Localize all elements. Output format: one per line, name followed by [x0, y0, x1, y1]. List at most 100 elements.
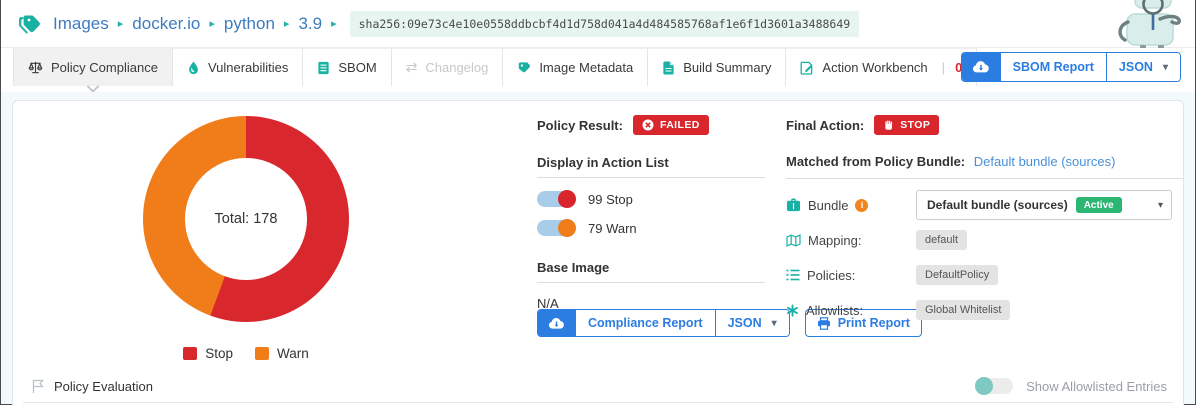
tab-action-workbench[interactable]: Action Workbench | 0	[786, 48, 978, 86]
breadcrumb-separator: ▸	[283, 18, 290, 30]
warn-swatch	[255, 347, 269, 360]
header-report-actions: SBOM Report JSON ▾	[960, 52, 1181, 82]
policies-row: Policies: DefaultPolicy	[786, 264, 1183, 286]
donut-ring: Total: 178	[143, 116, 349, 322]
breadcrumb-separator: ▸	[117, 18, 124, 30]
map-icon	[786, 233, 801, 247]
policy-evaluation-header: Policy Evaluation Show Allowlisted Entri…	[31, 377, 1167, 395]
report-buttons-row: Compliance Report JSON ▾ Print Report	[537, 309, 922, 337]
stop-toggle[interactable]	[537, 190, 576, 208]
content-area: Total: 178 Stop Warn Policy Result: FAIL	[1, 92, 1195, 405]
circle-x-icon	[642, 119, 654, 131]
chevron-down-icon: ▾	[1157, 199, 1163, 211]
breadcrumb-images[interactable]: Images	[53, 13, 109, 33]
compliance-report-button-group: Compliance Report JSON ▾	[537, 309, 790, 337]
policy-evaluation-section-toggle[interactable]: Policy Evaluation	[31, 379, 153, 394]
stop-count-label: 99 Stop	[588, 191, 633, 207]
action-list-title: Display in Action List	[537, 155, 765, 178]
policy-result-badge: FAILED	[632, 115, 709, 135]
bundle-label: Bundle	[808, 197, 849, 213]
mapping-value-pill: default	[916, 230, 968, 250]
sbom-report-button-group: SBOM Report JSON ▾	[960, 52, 1181, 82]
sbom-json-dropdown[interactable]: JSON ▾	[1105, 53, 1180, 81]
tab-changelog: ⇄ Changelog	[391, 48, 504, 86]
swap-arrows-icon: ⇄	[405, 59, 418, 75]
final-action-label: Final Action:	[786, 117, 865, 133]
policies-value-pill: DefaultPolicy	[916, 265, 999, 285]
policy-evaluation-title: Policy Evaluation	[54, 378, 153, 394]
list-lines-icon	[786, 269, 800, 281]
print-report-button[interactable]: Print Report	[804, 309, 922, 337]
tab-sbom[interactable]: SBOM	[303, 48, 392, 86]
image-digest: sha256:09e73c4e10e0558ddbcbf4d1d758d041a…	[349, 10, 860, 37]
droplet-icon	[189, 60, 198, 74]
warn-count-label: 79 Warn	[588, 220, 637, 236]
divider	[23, 402, 1173, 403]
page-header: Images ▸ docker.io ▸ python ▸ 3.9 ▸ sha2…	[1, 0, 1195, 52]
tab-vulnerabilities[interactable]: Vulnerabilities	[172, 48, 304, 86]
policies-label: Policies:	[807, 267, 856, 283]
tab-image-metadata[interactable]: Image Metadata	[503, 48, 649, 86]
show-allowlisted-toggle[interactable]	[975, 377, 1014, 395]
allowlists-value-pill: Global Whitelist	[916, 300, 1011, 320]
stop-toggle-row: 99 Stop	[537, 190, 765, 208]
tab-build-summary[interactable]: Build Summary	[648, 48, 787, 86]
chart-legend: Stop Warn	[143, 346, 349, 361]
breadcrumb-registry[interactable]: docker.io	[132, 13, 201, 33]
scale-icon	[28, 61, 43, 74]
matched-bundle-link[interactable]: Default bundle (sources)	[973, 154, 1116, 169]
action-workbench-count: 0	[955, 60, 963, 75]
compliance-json-dropdown[interactable]: JSON ▾	[714, 310, 789, 336]
edit-document-icon	[800, 61, 813, 75]
policy-result-column: Policy Result: FAILED Display in Action …	[537, 115, 765, 311]
breadcrumb-tag[interactable]: 3.9	[298, 13, 323, 33]
robot-mascot-illustration	[1113, 0, 1187, 57]
base-image-title: Base Image	[537, 260, 765, 283]
cloud-download-icon	[548, 317, 564, 329]
document-icon	[663, 60, 674, 75]
policy-result-label: Policy Result:	[537, 117, 623, 133]
tab-policy-compliance[interactable]: Policy Compliance	[13, 48, 173, 86]
compliance-panel: Total: 178 Stop Warn Policy Result: FAIL	[12, 100, 1184, 405]
breadcrumb-repository[interactable]: python	[223, 13, 275, 33]
mapping-label: Mapping:	[808, 232, 862, 248]
compliance-report-button[interactable]: Compliance Report	[575, 310, 715, 336]
legend-item-stop[interactable]: Stop	[183, 346, 233, 361]
list-icon	[318, 61, 330, 74]
legend-item-warn[interactable]: Warn	[255, 346, 309, 361]
bundle-row: Bundle i Default bundle (sources) Active…	[786, 190, 1183, 220]
breadcrumb-separator: ▸	[331, 18, 337, 30]
show-allowlisted-label: Show Allowlisted Entries	[1026, 378, 1167, 394]
mapping-row: Mapping: default	[786, 229, 1183, 251]
allowlists-label: Allowlists:	[806, 302, 864, 318]
warn-toggle[interactable]	[537, 219, 576, 237]
bundle-select[interactable]: Default bundle (sources) Active ▾	[916, 190, 1172, 220]
donut-total-label: Total: 178	[185, 158, 307, 280]
breadcrumb: Images ▸ docker.io ▸ python ▸ 3.9 ▸ sha2…	[53, 10, 860, 37]
stop-swatch	[183, 347, 198, 360]
flag-icon	[32, 379, 44, 393]
tags-icon	[15, 12, 41, 36]
info-icon[interactable]: i	[855, 198, 869, 212]
chevron-down-icon: ▾	[771, 317, 777, 329]
sbom-report-button[interactable]: SBOM Report	[999, 53, 1106, 81]
allowlists-row: Allowlists: Global Whitelist	[786, 299, 1183, 321]
cloud-download-icon	[972, 61, 989, 73]
hand-icon	[885, 119, 893, 130]
warn-toggle-row: 79 Warn	[537, 219, 765, 237]
base-image-value: N/A	[537, 296, 559, 311]
download-button[interactable]	[538, 310, 575, 336]
asterisk-icon	[787, 303, 798, 317]
tab-bar: Policy Compliance Vulnerabilities SBOM ⇄…	[1, 48, 1195, 86]
breadcrumb-separator: ▸	[209, 18, 215, 30]
final-action-badge: STOP	[874, 115, 940, 135]
matched-bundle-row: Matched from Policy Bundle: Default bund…	[786, 154, 1183, 179]
download-button[interactable]	[961, 53, 1000, 81]
chevron-down-icon: ▾	[1162, 61, 1168, 73]
compliance-donut-chart: Total: 178 Stop Warn	[143, 116, 349, 361]
final-action-column: Final Action: STOP Matched from Policy B…	[786, 115, 1183, 321]
tag-icon	[519, 61, 531, 72]
briefcase-icon	[786, 198, 801, 212]
allowlisted-entries-control: Show Allowlisted Entries	[975, 377, 1167, 395]
printer-icon	[817, 316, 830, 330]
